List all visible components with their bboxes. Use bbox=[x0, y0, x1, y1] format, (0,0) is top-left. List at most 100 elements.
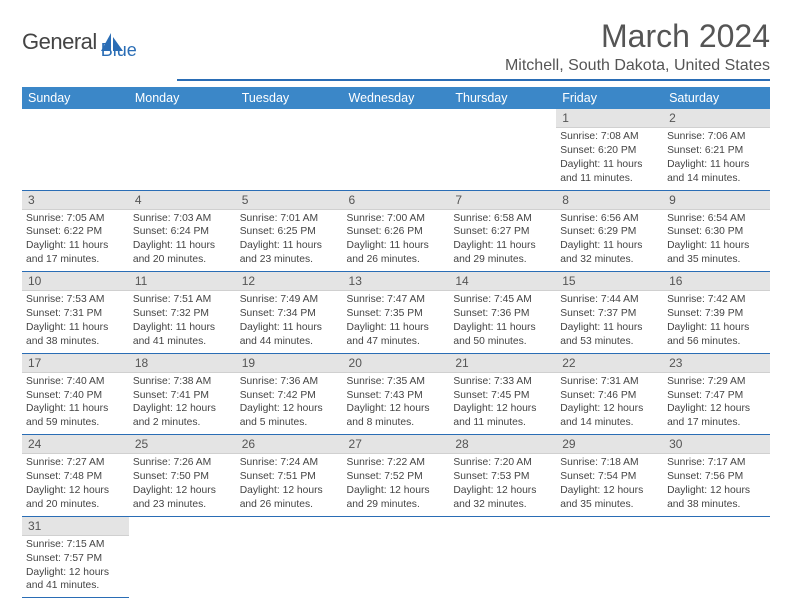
location-label: Mitchell, South Dakota, United States bbox=[177, 57, 770, 81]
header: General Blue March 2024 Mitchell, South … bbox=[22, 18, 770, 81]
day-cell: 19Sunrise: 7:36 AMSunset: 7:42 PMDayligh… bbox=[236, 353, 343, 435]
day-number: 18 bbox=[129, 354, 236, 373]
day-header: Tuesday bbox=[236, 87, 343, 109]
day-cell: 2Sunrise: 7:06 AMSunset: 6:21 PMDaylight… bbox=[663, 109, 770, 190]
week-row: 24Sunrise: 7:27 AMSunset: 7:48 PMDayligh… bbox=[22, 435, 770, 517]
day-cell: 3Sunrise: 7:05 AMSunset: 6:22 PMDaylight… bbox=[22, 190, 129, 272]
day-number: 5 bbox=[236, 191, 343, 210]
day-cell bbox=[449, 516, 556, 598]
day-cell: 11Sunrise: 7:51 AMSunset: 7:32 PMDayligh… bbox=[129, 272, 236, 354]
day-number: 11 bbox=[129, 272, 236, 291]
day-body: Sunrise: 7:18 AMSunset: 7:54 PMDaylight:… bbox=[556, 454, 663, 516]
day-body: Sunrise: 7:40 AMSunset: 7:40 PMDaylight:… bbox=[22, 373, 129, 435]
day-cell: 31Sunrise: 7:15 AMSunset: 7:57 PMDayligh… bbox=[22, 516, 129, 598]
day-cell: 7Sunrise: 6:58 AMSunset: 6:27 PMDaylight… bbox=[449, 190, 556, 272]
day-header: Thursday bbox=[449, 87, 556, 109]
day-cell bbox=[556, 516, 663, 598]
day-header-row: SundayMondayTuesdayWednesdayThursdayFrid… bbox=[22, 87, 770, 109]
day-number: 14 bbox=[449, 272, 556, 291]
day-body: Sunrise: 7:22 AMSunset: 7:52 PMDaylight:… bbox=[343, 454, 450, 516]
day-body: Sunrise: 7:03 AMSunset: 6:24 PMDaylight:… bbox=[129, 210, 236, 272]
day-body: Sunrise: 7:51 AMSunset: 7:32 PMDaylight:… bbox=[129, 291, 236, 353]
week-row: 1Sunrise: 7:08 AMSunset: 6:20 PMDaylight… bbox=[22, 109, 770, 190]
day-number: 28 bbox=[449, 435, 556, 454]
day-cell bbox=[129, 109, 236, 190]
day-body: Sunrise: 7:05 AMSunset: 6:22 PMDaylight:… bbox=[22, 210, 129, 272]
day-cell: 5Sunrise: 7:01 AMSunset: 6:25 PMDaylight… bbox=[236, 190, 343, 272]
day-cell: 26Sunrise: 7:24 AMSunset: 7:51 PMDayligh… bbox=[236, 435, 343, 517]
day-number: 2 bbox=[663, 109, 770, 128]
day-body: Sunrise: 7:08 AMSunset: 6:20 PMDaylight:… bbox=[556, 128, 663, 190]
day-header: Wednesday bbox=[343, 87, 450, 109]
day-body: Sunrise: 7:06 AMSunset: 6:21 PMDaylight:… bbox=[663, 128, 770, 190]
day-cell: 30Sunrise: 7:17 AMSunset: 7:56 PMDayligh… bbox=[663, 435, 770, 517]
day-number: 23 bbox=[663, 354, 770, 373]
day-cell: 9Sunrise: 6:54 AMSunset: 6:30 PMDaylight… bbox=[663, 190, 770, 272]
day-body: Sunrise: 7:24 AMSunset: 7:51 PMDaylight:… bbox=[236, 454, 343, 516]
day-number: 19 bbox=[236, 354, 343, 373]
day-body: Sunrise: 7:35 AMSunset: 7:43 PMDaylight:… bbox=[343, 373, 450, 435]
day-cell bbox=[22, 109, 129, 190]
title-block: March 2024 Mitchell, South Dakota, Unite… bbox=[177, 18, 770, 81]
day-body: Sunrise: 7:15 AMSunset: 7:57 PMDaylight:… bbox=[22, 536, 129, 598]
day-body: Sunrise: 7:01 AMSunset: 6:25 PMDaylight:… bbox=[236, 210, 343, 272]
day-body: Sunrise: 7:33 AMSunset: 7:45 PMDaylight:… bbox=[449, 373, 556, 435]
day-body: Sunrise: 7:38 AMSunset: 7:41 PMDaylight:… bbox=[129, 373, 236, 435]
day-body: Sunrise: 7:44 AMSunset: 7:37 PMDaylight:… bbox=[556, 291, 663, 353]
day-cell: 23Sunrise: 7:29 AMSunset: 7:47 PMDayligh… bbox=[663, 353, 770, 435]
day-cell: 22Sunrise: 7:31 AMSunset: 7:46 PMDayligh… bbox=[556, 353, 663, 435]
day-body: Sunrise: 7:00 AMSunset: 6:26 PMDaylight:… bbox=[343, 210, 450, 272]
day-body: Sunrise: 6:54 AMSunset: 6:30 PMDaylight:… bbox=[663, 210, 770, 272]
day-cell: 28Sunrise: 7:20 AMSunset: 7:53 PMDayligh… bbox=[449, 435, 556, 517]
day-body: Sunrise: 7:29 AMSunset: 7:47 PMDaylight:… bbox=[663, 373, 770, 435]
day-number: 17 bbox=[22, 354, 129, 373]
day-body: Sunrise: 7:53 AMSunset: 7:31 PMDaylight:… bbox=[22, 291, 129, 353]
week-row: 3Sunrise: 7:05 AMSunset: 6:22 PMDaylight… bbox=[22, 190, 770, 272]
day-body: Sunrise: 6:58 AMSunset: 6:27 PMDaylight:… bbox=[449, 210, 556, 272]
day-body: Sunrise: 7:17 AMSunset: 7:56 PMDaylight:… bbox=[663, 454, 770, 516]
day-cell: 25Sunrise: 7:26 AMSunset: 7:50 PMDayligh… bbox=[129, 435, 236, 517]
day-body: Sunrise: 7:27 AMSunset: 7:48 PMDaylight:… bbox=[22, 454, 129, 516]
day-cell bbox=[236, 516, 343, 598]
day-number: 15 bbox=[556, 272, 663, 291]
day-cell bbox=[663, 516, 770, 598]
day-cell: 20Sunrise: 7:35 AMSunset: 7:43 PMDayligh… bbox=[343, 353, 450, 435]
brand-name-part1: General bbox=[22, 29, 97, 55]
day-number: 21 bbox=[449, 354, 556, 373]
day-cell: 4Sunrise: 7:03 AMSunset: 6:24 PMDaylight… bbox=[129, 190, 236, 272]
day-number: 13 bbox=[343, 272, 450, 291]
day-body: Sunrise: 7:26 AMSunset: 7:50 PMDaylight:… bbox=[129, 454, 236, 516]
day-number: 27 bbox=[343, 435, 450, 454]
day-cell bbox=[129, 516, 236, 598]
day-number: 26 bbox=[236, 435, 343, 454]
day-cell bbox=[449, 109, 556, 190]
day-cell: 18Sunrise: 7:38 AMSunset: 7:41 PMDayligh… bbox=[129, 353, 236, 435]
day-cell: 27Sunrise: 7:22 AMSunset: 7:52 PMDayligh… bbox=[343, 435, 450, 517]
day-body: Sunrise: 7:20 AMSunset: 7:53 PMDaylight:… bbox=[449, 454, 556, 516]
day-cell bbox=[343, 109, 450, 190]
calendar-body: 1Sunrise: 7:08 AMSunset: 6:20 PMDaylight… bbox=[22, 109, 770, 598]
day-number: 3 bbox=[22, 191, 129, 210]
day-cell: 16Sunrise: 7:42 AMSunset: 7:39 PMDayligh… bbox=[663, 272, 770, 354]
week-row: 31Sunrise: 7:15 AMSunset: 7:57 PMDayligh… bbox=[22, 516, 770, 598]
month-title: March 2024 bbox=[177, 18, 770, 55]
day-body: Sunrise: 7:49 AMSunset: 7:34 PMDaylight:… bbox=[236, 291, 343, 353]
day-cell: 12Sunrise: 7:49 AMSunset: 7:34 PMDayligh… bbox=[236, 272, 343, 354]
day-header: Monday bbox=[129, 87, 236, 109]
day-cell: 24Sunrise: 7:27 AMSunset: 7:48 PMDayligh… bbox=[22, 435, 129, 517]
day-header: Friday bbox=[556, 87, 663, 109]
day-cell: 10Sunrise: 7:53 AMSunset: 7:31 PMDayligh… bbox=[22, 272, 129, 354]
day-body: Sunrise: 6:56 AMSunset: 6:29 PMDaylight:… bbox=[556, 210, 663, 272]
day-number: 30 bbox=[663, 435, 770, 454]
day-body: Sunrise: 7:42 AMSunset: 7:39 PMDaylight:… bbox=[663, 291, 770, 353]
week-row: 17Sunrise: 7:40 AMSunset: 7:40 PMDayligh… bbox=[22, 353, 770, 435]
day-cell: 8Sunrise: 6:56 AMSunset: 6:29 PMDaylight… bbox=[556, 190, 663, 272]
day-number: 31 bbox=[22, 517, 129, 536]
day-cell: 1Sunrise: 7:08 AMSunset: 6:20 PMDaylight… bbox=[556, 109, 663, 190]
day-header: Sunday bbox=[22, 87, 129, 109]
day-number: 16 bbox=[663, 272, 770, 291]
day-cell: 29Sunrise: 7:18 AMSunset: 7:54 PMDayligh… bbox=[556, 435, 663, 517]
day-body: Sunrise: 7:47 AMSunset: 7:35 PMDaylight:… bbox=[343, 291, 450, 353]
day-cell: 17Sunrise: 7:40 AMSunset: 7:40 PMDayligh… bbox=[22, 353, 129, 435]
day-cell: 6Sunrise: 7:00 AMSunset: 6:26 PMDaylight… bbox=[343, 190, 450, 272]
